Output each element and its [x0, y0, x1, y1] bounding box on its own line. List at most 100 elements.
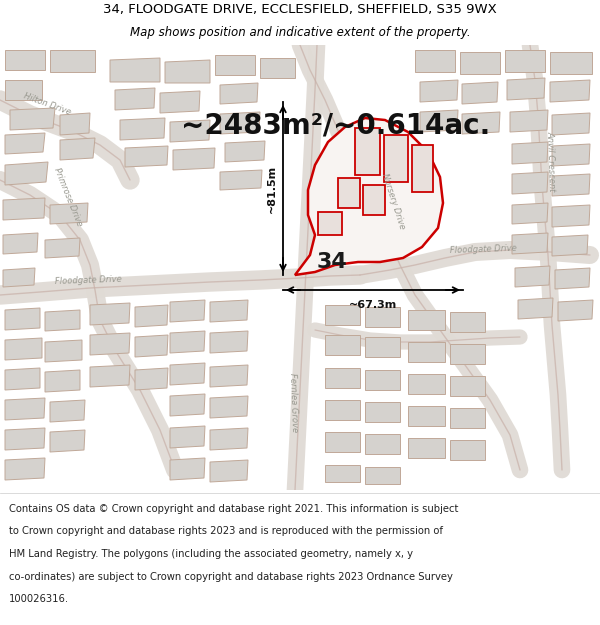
Polygon shape	[90, 333, 130, 355]
Polygon shape	[325, 400, 360, 420]
Polygon shape	[365, 307, 400, 327]
Polygon shape	[365, 467, 400, 484]
Polygon shape	[512, 203, 548, 224]
Polygon shape	[210, 460, 248, 482]
Polygon shape	[384, 135, 408, 182]
Polygon shape	[408, 406, 445, 426]
Text: Contains OS data © Crown copyright and database right 2021. This information is : Contains OS data © Crown copyright and d…	[9, 504, 458, 514]
Polygon shape	[512, 233, 548, 254]
Text: Nursery Drive: Nursery Drive	[380, 172, 407, 230]
Polygon shape	[518, 298, 553, 319]
Polygon shape	[450, 376, 485, 396]
Polygon shape	[45, 370, 80, 392]
Polygon shape	[110, 58, 160, 82]
Polygon shape	[3, 233, 38, 254]
Polygon shape	[450, 344, 485, 364]
Polygon shape	[5, 338, 42, 360]
Polygon shape	[325, 335, 360, 355]
Polygon shape	[170, 300, 205, 322]
Text: Hilton Drive: Hilton Drive	[22, 91, 72, 117]
Text: 34: 34	[317, 252, 347, 272]
Polygon shape	[412, 145, 433, 192]
Polygon shape	[210, 300, 248, 322]
Polygon shape	[460, 52, 500, 74]
Text: Anvil Crescent: Anvil Crescent	[545, 131, 556, 192]
Polygon shape	[60, 113, 90, 135]
Polygon shape	[260, 58, 295, 78]
Polygon shape	[165, 60, 210, 83]
Polygon shape	[552, 174, 590, 196]
Polygon shape	[420, 110, 458, 132]
Text: ~81.5m: ~81.5m	[267, 164, 277, 212]
Polygon shape	[450, 408, 485, 428]
Polygon shape	[160, 91, 200, 113]
Polygon shape	[462, 82, 498, 104]
Polygon shape	[135, 305, 168, 327]
Text: 34, FLOODGATE DRIVE, ECCLESFIELD, SHEFFIELD, S35 9WX: 34, FLOODGATE DRIVE, ECCLESFIELD, SHEFFI…	[103, 3, 497, 16]
Polygon shape	[295, 118, 443, 275]
Polygon shape	[5, 162, 48, 185]
Polygon shape	[552, 205, 590, 227]
Polygon shape	[555, 268, 590, 289]
Polygon shape	[5, 80, 42, 100]
Polygon shape	[505, 50, 545, 72]
Polygon shape	[90, 365, 130, 387]
Polygon shape	[220, 170, 262, 190]
Polygon shape	[170, 426, 205, 448]
Polygon shape	[5, 428, 45, 450]
Polygon shape	[5, 133, 45, 154]
Polygon shape	[170, 363, 205, 385]
Polygon shape	[325, 305, 360, 325]
Polygon shape	[125, 146, 168, 167]
Polygon shape	[120, 118, 165, 140]
Polygon shape	[220, 112, 260, 134]
Polygon shape	[512, 142, 548, 164]
Polygon shape	[550, 80, 590, 102]
Polygon shape	[363, 185, 385, 215]
Polygon shape	[365, 337, 400, 357]
Polygon shape	[173, 148, 215, 170]
Polygon shape	[45, 310, 80, 331]
Polygon shape	[5, 458, 45, 480]
Polygon shape	[550, 52, 592, 74]
Polygon shape	[135, 368, 168, 390]
Polygon shape	[450, 440, 485, 460]
Polygon shape	[510, 110, 548, 132]
Polygon shape	[507, 78, 545, 100]
Polygon shape	[220, 83, 258, 104]
Text: co-ordinates) are subject to Crown copyright and database rights 2023 Ordnance S: co-ordinates) are subject to Crown copyr…	[9, 571, 453, 581]
Polygon shape	[365, 402, 400, 422]
Polygon shape	[325, 368, 360, 388]
Polygon shape	[325, 465, 360, 482]
Polygon shape	[60, 138, 95, 160]
Polygon shape	[5, 50, 45, 70]
Text: to Crown copyright and database rights 2023 and is reproduced with the permissio: to Crown copyright and database rights 2…	[9, 526, 443, 536]
Polygon shape	[50, 430, 85, 452]
Polygon shape	[408, 310, 445, 330]
Polygon shape	[5, 398, 45, 420]
Polygon shape	[5, 308, 40, 330]
Polygon shape	[552, 235, 588, 256]
Polygon shape	[225, 141, 265, 162]
Polygon shape	[462, 112, 500, 134]
Polygon shape	[408, 342, 445, 362]
Polygon shape	[450, 312, 485, 332]
Polygon shape	[415, 50, 455, 72]
Polygon shape	[210, 396, 248, 418]
Polygon shape	[355, 128, 380, 175]
Polygon shape	[50, 400, 85, 422]
Polygon shape	[552, 113, 590, 135]
Polygon shape	[45, 238, 80, 258]
Text: Primrose Drive: Primrose Drive	[52, 166, 83, 227]
Polygon shape	[170, 394, 205, 416]
Text: Floodgate Drive: Floodgate Drive	[450, 244, 517, 255]
Text: 100026316.: 100026316.	[9, 594, 69, 604]
Polygon shape	[338, 178, 360, 208]
Polygon shape	[515, 266, 550, 287]
Polygon shape	[558, 300, 593, 321]
Text: ~67.3m: ~67.3m	[349, 300, 397, 310]
Polygon shape	[50, 203, 88, 224]
Polygon shape	[170, 120, 210, 142]
Text: HM Land Registry. The polygons (including the associated geometry, namely x, y: HM Land Registry. The polygons (includin…	[9, 549, 413, 559]
Polygon shape	[325, 432, 360, 452]
